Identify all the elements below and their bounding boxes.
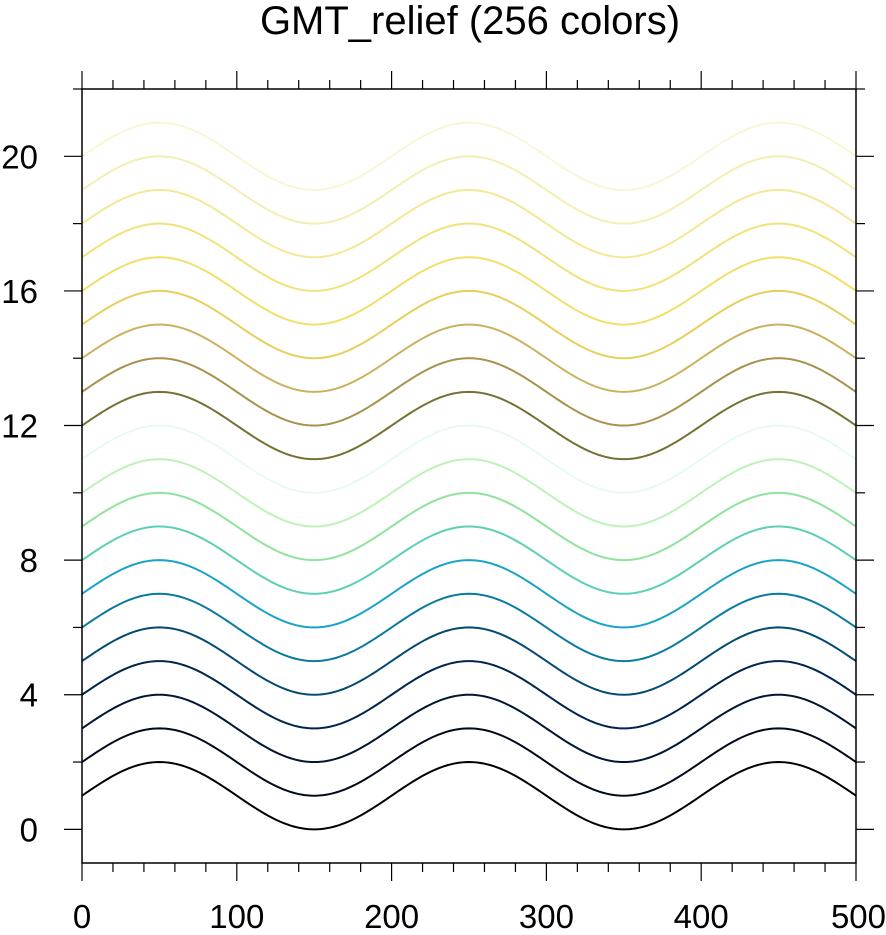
series-layer	[81, 121, 857, 831]
series-line-13	[81, 357, 857, 427]
series-line-12	[81, 390, 857, 461]
y-tick-label: 20	[1, 138, 38, 175]
series-line-10	[81, 458, 857, 528]
series-line-5	[81, 626, 857, 696]
plot-frame	[81, 88, 857, 864]
series-line-19	[81, 155, 857, 225]
x-tick-label: 0	[73, 898, 91, 935]
series-line-7	[81, 559, 857, 629]
x-tick-label: 100	[209, 898, 264, 935]
series-line-2	[81, 727, 857, 797]
chart-title: GMT_relief (256 colors)	[260, 0, 680, 43]
y-tick-label: 12	[1, 408, 38, 445]
series-line-8	[81, 525, 857, 595]
series-line-9	[81, 491, 857, 562]
series-line-14	[81, 323, 857, 393]
series-line-16	[81, 256, 857, 326]
x-tick-label: 300	[519, 898, 574, 935]
tick-layer	[64, 71, 874, 881]
tick-label-layer: 0 100 200 300 400 500 0 4 8 12 16 20	[1, 138, 886, 935]
y-tick-label: 4	[20, 677, 38, 714]
series-line-18	[81, 188, 857, 259]
series-line-3	[81, 693, 857, 764]
series-line-6	[81, 592, 857, 663]
x-tick-label: 500	[831, 898, 886, 935]
series-line-1	[81, 761, 857, 831]
y-tick-label: 0	[20, 811, 38, 848]
series-line-20	[81, 121, 857, 191]
y-tick-label: 8	[20, 542, 38, 579]
series-line-17	[81, 222, 857, 292]
series-line-4	[81, 660, 857, 730]
series-line-11	[81, 424, 857, 494]
x-tick-label: 200	[364, 898, 419, 935]
y-tick-label: 16	[1, 273, 38, 310]
series-line-15	[81, 289, 857, 360]
x-tick-label: 400	[674, 898, 729, 935]
